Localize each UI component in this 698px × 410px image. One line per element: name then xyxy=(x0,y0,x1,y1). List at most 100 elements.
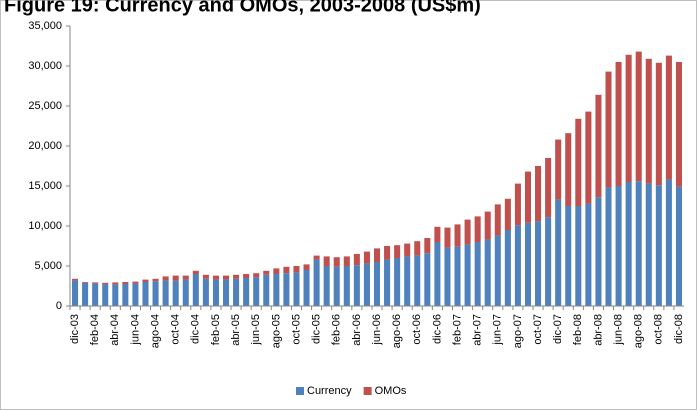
bar-segment xyxy=(323,256,330,266)
x-tick-label: ago-04 xyxy=(149,314,161,348)
bar-segment xyxy=(605,71,612,188)
bar-segment xyxy=(353,265,360,306)
bar-segment xyxy=(162,276,169,281)
bar-segment xyxy=(595,94,602,198)
x-tick-label: dic-08 xyxy=(673,314,685,344)
y-tick-label: 20,000 xyxy=(28,140,62,152)
y-tick-label: 35,000 xyxy=(28,20,62,32)
bar-segment xyxy=(384,246,391,260)
legend-swatch xyxy=(296,387,304,395)
bar-segment xyxy=(333,257,340,267)
bar-segment xyxy=(303,264,310,270)
bar-segment xyxy=(293,266,300,273)
bar-segment xyxy=(353,254,360,266)
bar-segment xyxy=(72,278,79,281)
bar-segment xyxy=(655,62,662,186)
x-tick-label: abr-04 xyxy=(109,314,121,346)
y-tick-label: 30,000 xyxy=(28,60,62,72)
x-tick-label: feb-08 xyxy=(572,314,584,345)
bar-segment xyxy=(202,278,209,306)
bar-segment xyxy=(575,206,582,306)
bar-segment xyxy=(82,282,89,306)
y-tick-label: 0 xyxy=(56,300,62,312)
x-tick-label: jun-08 xyxy=(612,314,624,346)
chart-title: Figure 19: Currency and OMOs, 2003-2008 … xyxy=(4,0,481,16)
x-tick-label: oct-07 xyxy=(532,314,544,345)
bar-segment xyxy=(545,217,552,306)
x-tick-label: abr-06 xyxy=(351,314,363,346)
x-tick-label: dic-06 xyxy=(431,314,443,344)
bar-segment xyxy=(404,256,411,306)
bar-segment xyxy=(625,54,632,182)
bar-segment xyxy=(253,273,260,278)
y-tick-label: 5,000 xyxy=(34,260,62,272)
bar-segment xyxy=(182,275,189,280)
bar-segment xyxy=(494,204,501,236)
x-tick-label: dic-03 xyxy=(69,314,81,344)
bar-segment xyxy=(665,179,672,306)
bar-segment xyxy=(605,187,612,306)
legend-label: OMOs xyxy=(375,385,407,397)
bar-segment xyxy=(263,270,270,275)
bar-segment xyxy=(474,242,481,306)
bar-segment xyxy=(172,280,179,306)
bar-segment xyxy=(474,216,481,242)
bar-segment xyxy=(615,62,622,186)
x-tick-label: dic-04 xyxy=(190,314,202,344)
bar-segment xyxy=(293,272,300,306)
bar-segment xyxy=(504,198,511,230)
bar-segment xyxy=(565,206,572,306)
x-tick-label: abr-07 xyxy=(472,314,484,346)
bar-segment xyxy=(243,278,250,306)
bar-segment xyxy=(464,244,471,306)
bar-segment xyxy=(665,55,672,180)
bar-segment xyxy=(253,277,260,306)
bar-segment xyxy=(273,268,280,274)
x-tick-label: oct-06 xyxy=(411,314,423,345)
bar-segment xyxy=(303,270,310,306)
x-tick-label: jun-06 xyxy=(371,314,383,346)
bar-segment xyxy=(615,186,622,306)
bar-segment xyxy=(484,211,491,240)
bar-segment xyxy=(122,282,129,284)
bar-segment xyxy=(444,227,451,248)
bar-segment xyxy=(82,282,89,283)
bar-segment xyxy=(192,274,199,306)
bar-segment xyxy=(283,273,290,306)
bar-segment xyxy=(142,279,149,282)
bar-segment xyxy=(384,259,391,306)
bar-segment xyxy=(565,133,572,206)
bar-segment xyxy=(283,266,290,274)
bar-segment xyxy=(233,274,240,279)
bar-segment xyxy=(585,111,592,204)
x-tick-label: jun-05 xyxy=(250,314,262,346)
bar-segment xyxy=(645,183,652,306)
bar-segment xyxy=(675,186,682,306)
bar-segment xyxy=(504,230,511,306)
bar-segment xyxy=(313,255,320,260)
bar-segment xyxy=(635,51,642,182)
bar-segment xyxy=(132,281,139,284)
bar-segment xyxy=(454,246,461,306)
x-tick-label: ago-07 xyxy=(512,314,524,348)
legend-label: Currency xyxy=(307,385,352,397)
legend-swatch xyxy=(363,387,372,395)
bar-segment xyxy=(363,251,370,264)
bar-segment xyxy=(112,282,119,285)
bar-segment xyxy=(404,243,411,257)
bar-segment xyxy=(545,158,552,218)
bar-segment xyxy=(535,166,542,222)
bar-segment xyxy=(373,248,381,262)
bar-segment xyxy=(494,235,501,306)
bar-segment xyxy=(595,197,602,306)
bar-segment xyxy=(645,58,652,184)
x-tick-label: ago-08 xyxy=(633,314,645,348)
bar-segment xyxy=(222,279,230,306)
bar-segment xyxy=(343,266,350,306)
bar-segment xyxy=(524,222,532,306)
bar-segment xyxy=(182,279,189,306)
bar-segment xyxy=(142,282,149,306)
bar-segment xyxy=(122,284,129,306)
bar-segment xyxy=(72,280,79,306)
bar-segment xyxy=(92,283,99,306)
